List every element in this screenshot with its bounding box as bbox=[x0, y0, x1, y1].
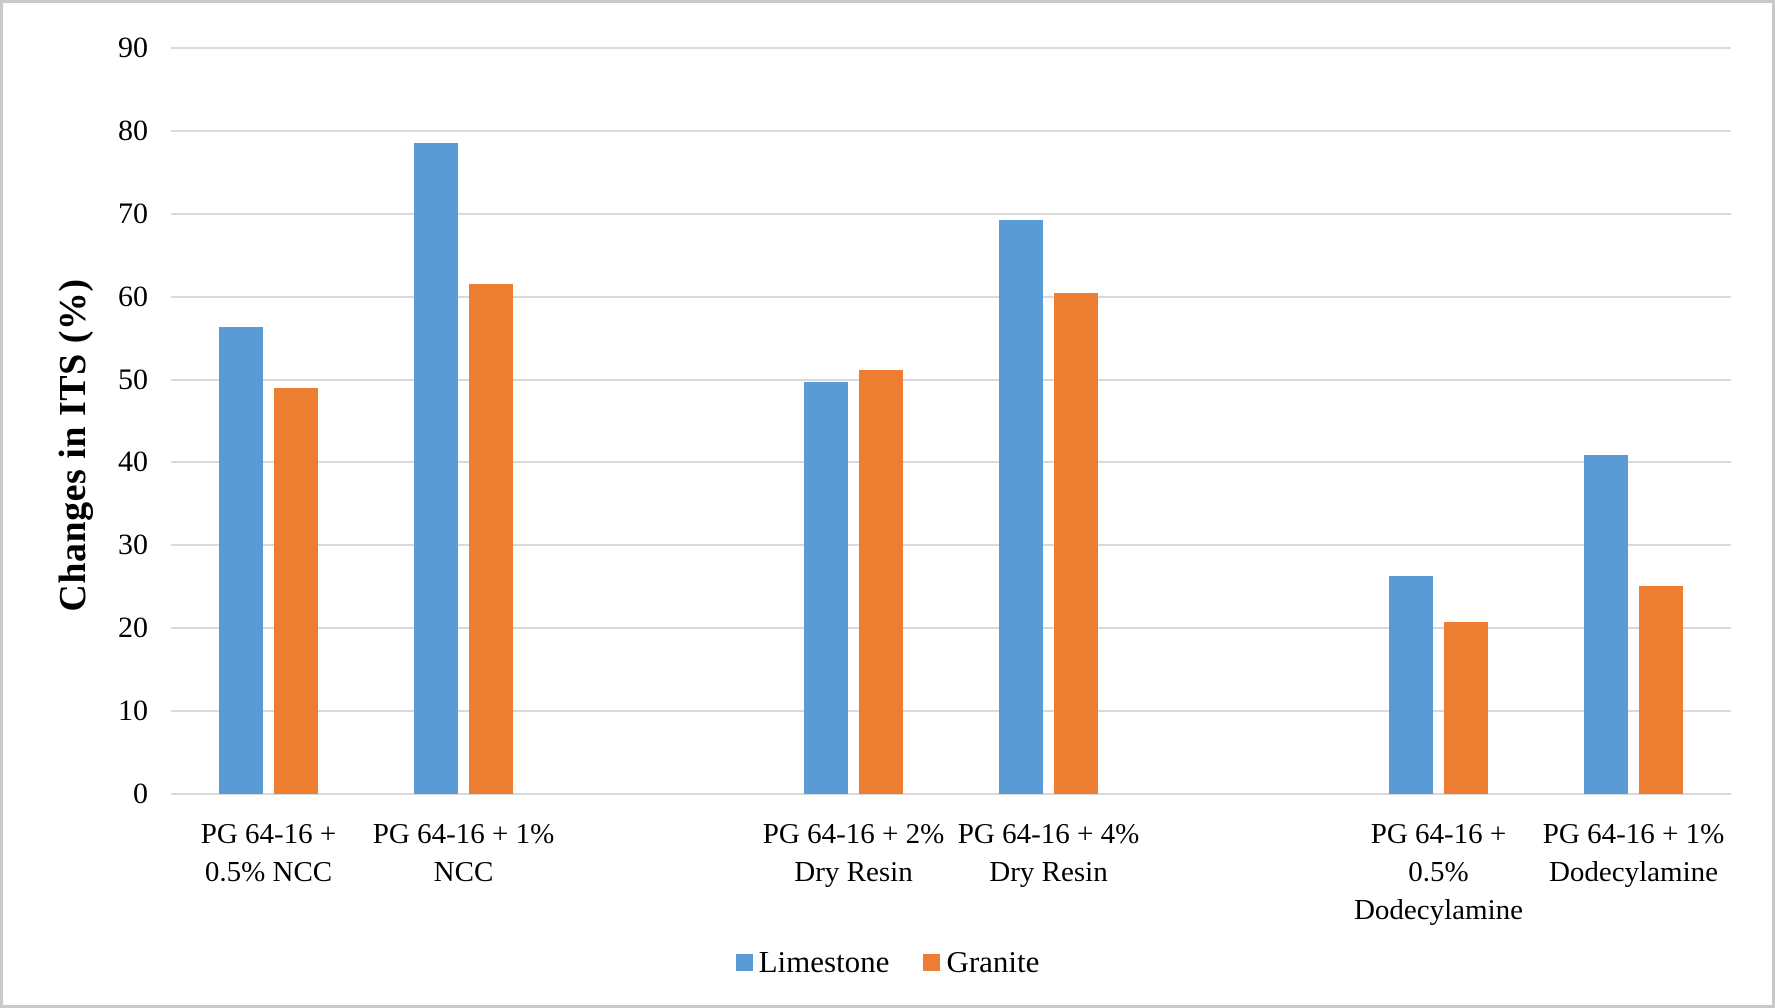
legend-label: Granite bbox=[946, 944, 1040, 979]
x-category-label: PG 64-16 + 0.5% Dodecylamine bbox=[1353, 818, 1524, 926]
x-category-label: PG 64-16 + 1% NCC bbox=[372, 818, 555, 888]
gridline bbox=[171, 627, 1731, 630]
gridline bbox=[171, 129, 1731, 132]
bar-granite bbox=[1054, 292, 1098, 794]
legend-swatch-granite bbox=[923, 953, 941, 971]
y-tick-label: 40 bbox=[118, 445, 148, 479]
gridline bbox=[171, 47, 1731, 49]
legend-item-limestone: Limestone bbox=[735, 944, 890, 980]
y-axis-title: Changes in ITS (%) bbox=[52, 278, 94, 612]
y-tick-label: 70 bbox=[118, 196, 148, 230]
bar-limestone bbox=[1584, 455, 1628, 794]
gridline bbox=[171, 378, 1731, 381]
legend-swatch-limestone bbox=[735, 953, 753, 971]
bar-limestone bbox=[804, 382, 848, 794]
bar-limestone bbox=[219, 326, 263, 794]
y-tick-label: 20 bbox=[118, 611, 148, 645]
gridline bbox=[171, 544, 1731, 547]
bar-granite bbox=[469, 284, 513, 794]
chart-legend: Limestone Granite bbox=[3, 944, 1772, 980]
y-tick-label: 90 bbox=[118, 31, 148, 64]
x-category-label: PG 64-16 + 4% Dry Resin bbox=[957, 818, 1140, 888]
y-tick-label: 80 bbox=[118, 113, 148, 147]
y-tick-label: 10 bbox=[118, 694, 148, 728]
y-tick-label: 50 bbox=[118, 362, 148, 396]
bar-granite bbox=[1444, 622, 1488, 794]
bar-limestone bbox=[414, 143, 458, 794]
y-tick-label: 0 bbox=[133, 777, 148, 810]
x-category-label: PG 64-16 + 1% Dodecylamine bbox=[1542, 818, 1725, 888]
bar-granite bbox=[1639, 585, 1683, 794]
bar-limestone bbox=[999, 220, 1043, 794]
y-tick-label: 30 bbox=[118, 528, 148, 562]
gridline bbox=[171, 793, 1731, 795]
bar-granite bbox=[859, 370, 903, 794]
legend-label: Limestone bbox=[758, 944, 890, 979]
legend-item-granite: Granite bbox=[923, 944, 1039, 980]
y-tick-label: 60 bbox=[118, 279, 148, 313]
x-category-label: PG 64-16 + 2% Dry Resin bbox=[762, 818, 945, 888]
bar-limestone bbox=[1389, 576, 1433, 794]
gridline bbox=[171, 461, 1731, 464]
bar-granite bbox=[274, 387, 318, 794]
x-category-label: PG 64-16 + 0.5% NCC bbox=[200, 818, 337, 888]
gridline bbox=[171, 295, 1731, 298]
gridline bbox=[171, 710, 1731, 713]
gridline bbox=[171, 212, 1731, 215]
